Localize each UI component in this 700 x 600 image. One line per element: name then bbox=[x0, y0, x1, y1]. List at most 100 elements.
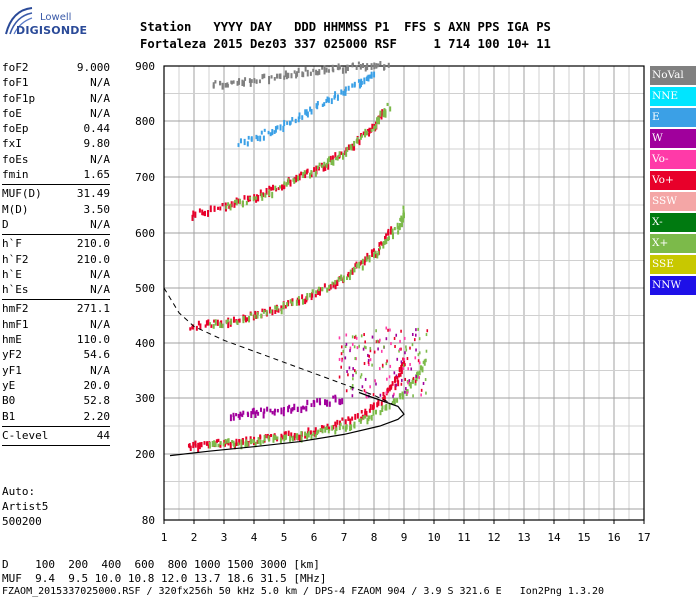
param-name: foE bbox=[2, 106, 22, 120]
echo-point bbox=[418, 361, 421, 365]
echo-point bbox=[393, 371, 396, 375]
echo-point bbox=[324, 399, 327, 406]
echo-point bbox=[238, 78, 241, 85]
echo-point bbox=[289, 179, 292, 187]
echo-point bbox=[295, 174, 298, 181]
echo-point bbox=[291, 407, 294, 412]
param-value: 44 bbox=[96, 428, 110, 442]
legend-item-x: X+ bbox=[650, 234, 696, 253]
echo-point bbox=[375, 340, 378, 344]
echo-point bbox=[379, 393, 382, 397]
echo-point bbox=[415, 348, 417, 352]
echo-point bbox=[209, 205, 212, 213]
echo-point bbox=[421, 366, 424, 373]
echo-point bbox=[384, 239, 387, 245]
echo-point bbox=[370, 63, 373, 70]
echo-point bbox=[205, 320, 208, 326]
x-tick-label: 6 bbox=[311, 531, 318, 544]
echo-point bbox=[274, 185, 277, 191]
echo-point bbox=[217, 206, 220, 210]
echo-point bbox=[189, 445, 192, 451]
x-tick-label: 17 bbox=[637, 531, 650, 544]
echo-point bbox=[236, 80, 239, 86]
echo-point bbox=[304, 433, 307, 439]
echo-point bbox=[417, 327, 419, 331]
echo-point bbox=[353, 268, 356, 273]
echo-point bbox=[234, 199, 237, 203]
param-value: N/A bbox=[90, 152, 110, 166]
echo-point bbox=[327, 97, 330, 103]
echo-point bbox=[364, 377, 367, 381]
echo-point bbox=[380, 241, 383, 245]
echo-point bbox=[422, 381, 425, 385]
echo-point bbox=[372, 248, 375, 253]
param-row-clevel: C-level 44 bbox=[2, 428, 110, 443]
echo-point bbox=[400, 367, 403, 375]
echo-point bbox=[349, 269, 352, 275]
echo-point bbox=[197, 320, 200, 326]
echo-point bbox=[268, 185, 271, 191]
echo-point bbox=[424, 358, 427, 363]
x-tick-label: 2 bbox=[191, 531, 198, 544]
echo-point bbox=[229, 203, 232, 211]
echo-point bbox=[384, 236, 387, 240]
echo-point bbox=[272, 437, 275, 443]
echo-point bbox=[194, 444, 197, 448]
echo-point bbox=[353, 83, 356, 88]
echo-point bbox=[256, 311, 259, 319]
echo-point bbox=[290, 432, 293, 438]
echo-point bbox=[363, 389, 366, 393]
y-tick-label: 700 bbox=[135, 171, 155, 184]
echo-point bbox=[241, 79, 244, 87]
echo-point bbox=[307, 431, 310, 438]
echo-point bbox=[319, 401, 322, 406]
param-value: N/A bbox=[90, 267, 110, 281]
echo-point bbox=[285, 182, 288, 187]
echo-point bbox=[331, 281, 334, 286]
echo-point bbox=[320, 425, 323, 429]
echo-point bbox=[334, 91, 337, 98]
echo-point bbox=[312, 432, 315, 436]
auto-program: Artist5 bbox=[2, 500, 49, 513]
trace-7 bbox=[237, 71, 376, 147]
echo-point bbox=[314, 170, 317, 177]
echo-point bbox=[263, 128, 266, 132]
param-value: 210.0 bbox=[76, 252, 110, 266]
echo-point bbox=[423, 359, 426, 366]
echo-point bbox=[269, 132, 272, 137]
echo-point bbox=[371, 251, 374, 258]
param-row-hme: hmE 110.0 bbox=[2, 332, 110, 347]
echo-point bbox=[208, 322, 211, 326]
echo-point bbox=[344, 88, 347, 96]
param-row-he: h`E N/A bbox=[2, 267, 110, 282]
echo-point bbox=[355, 336, 358, 340]
echo-point bbox=[283, 75, 286, 80]
echo-point bbox=[336, 155, 339, 161]
echo-point bbox=[369, 349, 372, 353]
echo-point bbox=[360, 373, 363, 377]
echo-point bbox=[366, 418, 369, 425]
echo-point bbox=[351, 394, 354, 398]
echo-point bbox=[236, 320, 239, 325]
echo-point bbox=[250, 136, 253, 142]
echo-point bbox=[301, 298, 304, 305]
echo-point bbox=[344, 86, 347, 92]
echo-point bbox=[267, 435, 270, 440]
param-name: B0 bbox=[2, 394, 16, 408]
echo-point bbox=[256, 135, 259, 142]
echo-point bbox=[365, 256, 368, 262]
echo-point bbox=[363, 333, 365, 337]
echo-point bbox=[419, 365, 422, 370]
echo-point bbox=[413, 338, 416, 342]
param-value: 9.000 bbox=[76, 61, 110, 74]
echo-point bbox=[197, 445, 200, 453]
echo-point bbox=[336, 94, 339, 101]
echo-point bbox=[297, 296, 300, 300]
echo-point bbox=[401, 393, 404, 400]
echo-point bbox=[203, 441, 206, 445]
param-row-foes: foEs N/A bbox=[2, 152, 110, 167]
echo-point bbox=[304, 171, 307, 179]
x-tick-label: 3 bbox=[221, 531, 228, 544]
echo-point bbox=[381, 242, 384, 246]
echo-point bbox=[355, 65, 358, 70]
